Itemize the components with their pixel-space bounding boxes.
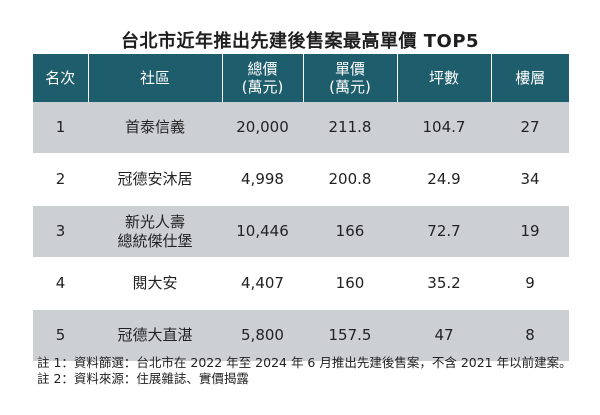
cell-floor: 8 [491, 309, 569, 362]
cell-rank: 5 [33, 309, 88, 362]
cell-total-price: 10,446 [222, 205, 303, 258]
footnotes: 註 1：資料篩選：台北市在 2022 年至 2024 年 6 月推出先建後售案，… [37, 355, 572, 387]
cell-total-price: 20,000 [222, 102, 303, 154]
header-unit-price-label: 單價 [334, 60, 365, 78]
table-row: 2 冠德安沐居 4,998 200.8 24.9 34 [33, 153, 569, 206]
cell-unit-price: 166 [303, 205, 397, 258]
header-floor: 樓層 [490, 54, 569, 102]
cell-ping: 104.7 [397, 102, 491, 154]
cell-community-line1: 新光人壽 [124, 212, 185, 231]
cell-floor: 9 [491, 257, 569, 310]
footnote-2: 註 2：資料來源：住展雜誌、實價揭露 [37, 371, 249, 386]
table-header-row: 名次 社區 總價 (萬元) 單價 (萬元) 坪數 樓層 [33, 54, 569, 102]
header-ping-label: 坪數 [428, 69, 459, 87]
header-unit-price-unit: (萬元) [329, 78, 371, 96]
cell-floor: 27 [491, 102, 569, 154]
ranking-table-container: 名次 社區 總價 (萬元) 單價 (萬元) 坪數 樓層 1 首泰信義 20,000 … [33, 54, 569, 362]
cell-unit-price: 160 [303, 257, 397, 310]
footnote-1: 註 1：資料篩選：台北市在 2022 年至 2024 年 6 月推出先建後售案，… [37, 355, 572, 370]
header-community-label: 社區 [139, 69, 170, 87]
header-rank-label: 名次 [45, 69, 76, 87]
table-row: 1 首泰信義 20,000 211.8 104.7 27 [33, 102, 569, 154]
header-community: 社區 [87, 54, 222, 102]
cell-community: 閱大安 [88, 257, 222, 310]
cell-rank: 2 [33, 153, 88, 206]
cell-rank: 4 [33, 257, 88, 310]
cell-rank: 1 [33, 102, 88, 154]
table-row: 4 閱大安 4,407 160 35.2 9 [33, 257, 569, 310]
cell-community: 首泰信義 [88, 102, 222, 154]
cell-community: 冠德安沐居 [88, 153, 222, 206]
header-total-price-unit: (萬元) [241, 78, 284, 96]
ranking-table: 名次 社區 總價 (萬元) 單價 (萬元) 坪數 樓層 1 首泰信義 20,000 … [33, 54, 569, 362]
table-row: 5 冠德大直湛 5,800 157.5 47 8 [33, 309, 569, 362]
table-row: 3 新光人壽 總統傑仕堡 10,446 166 72.7 19 [33, 205, 569, 258]
cell-unit-price: 200.8 [303, 153, 397, 206]
cell-ping: 47 [397, 309, 491, 362]
cell-community: 冠德大直湛 [88, 309, 222, 362]
cell-community: 新光人壽 總統傑仕堡 [88, 205, 222, 258]
header-floor-label: 樓層 [515, 69, 546, 87]
cell-total-price: 4,407 [222, 257, 303, 310]
header-unit-price: 單價 (萬元) [302, 54, 397, 102]
cell-total-price: 4,998 [222, 153, 303, 206]
header-rank: 名次 [33, 54, 88, 102]
cell-rank: 3 [33, 205, 88, 258]
header-total-price-label: 總價 [247, 60, 278, 78]
cell-community-line2: 總統傑仕堡 [117, 231, 193, 250]
table-title: 台北市近年推出先建後售案最高單價 TOP5 [120, 31, 480, 52]
cell-ping: 72.7 [397, 205, 491, 258]
header-total-price: 總價 (萬元) [221, 54, 303, 102]
cell-unit-price: 157.5 [303, 309, 397, 362]
cell-ping: 35.2 [397, 257, 491, 310]
cell-floor: 34 [491, 153, 569, 206]
cell-ping: 24.9 [397, 153, 491, 206]
cell-unit-price: 211.8 [303, 102, 397, 154]
header-ping: 坪數 [396, 54, 491, 102]
cell-floor: 19 [491, 205, 569, 258]
cell-total-price: 5,800 [222, 309, 303, 362]
